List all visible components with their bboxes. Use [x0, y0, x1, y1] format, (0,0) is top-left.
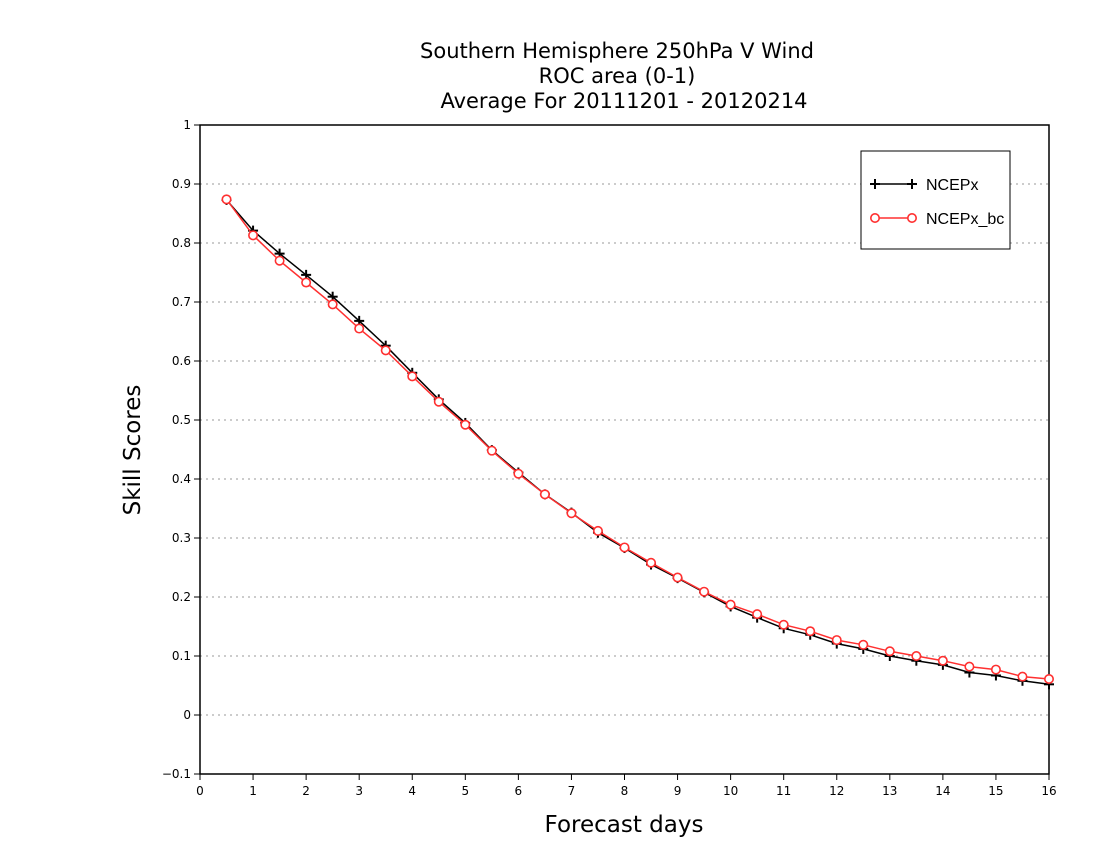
- legend-label: NCEPx: [926, 177, 978, 194]
- y-tick-label: 0.6: [172, 354, 191, 368]
- data-point-circle: [884, 646, 895, 657]
- data-point-plus: [907, 179, 917, 189]
- x-tick-label: 4: [408, 784, 416, 798]
- x-tick-label: 8: [621, 784, 629, 798]
- data-point-circle: [513, 468, 524, 479]
- data-point-circle: [460, 419, 471, 430]
- data-point-circle: [990, 664, 1001, 675]
- data-point-circle: [752, 609, 763, 620]
- y-axis-label: Skill Scores: [120, 385, 146, 516]
- legend: NCEPx NCEPx_bc: [860, 150, 1011, 250]
- y-tick-label: 1: [183, 118, 191, 132]
- data-point-circle: [1044, 674, 1055, 685]
- data-point-circle: [805, 626, 816, 637]
- y-tick-label: 0.8: [172, 236, 191, 250]
- plot-frame: [199, 124, 1050, 775]
- legend-box: [860, 150, 1011, 250]
- data-point-circle: [831, 635, 842, 646]
- data-point-circle: [301, 277, 312, 288]
- data-point-circle: [869, 213, 880, 224]
- data-point-circle: [486, 445, 497, 456]
- series-NCEPx: [221, 194, 1054, 690]
- data-point-circle: [1017, 671, 1028, 682]
- data-point-circle: [699, 586, 710, 597]
- legend-label: NCEPx_bc: [926, 211, 1004, 228]
- data-point-circle: [964, 661, 975, 672]
- y-tick-label: 0.2: [172, 590, 191, 604]
- data-point-circle: [592, 525, 603, 536]
- x-axis-label: Forecast days: [545, 812, 704, 838]
- data-point-circle: [327, 299, 338, 310]
- data-point-circle: [672, 572, 683, 583]
- data-point-plus: [870, 179, 880, 189]
- x-tick-label: 14: [935, 784, 950, 798]
- x-tick-label: 10: [723, 784, 738, 798]
- gridlines: [200, 183, 1049, 716]
- data-point-circle: [407, 371, 418, 382]
- data-point-circle: [566, 508, 577, 519]
- x-tick-label: 11: [776, 784, 791, 798]
- series-layer: [221, 194, 1055, 690]
- y-tick-label: 0.7: [172, 295, 191, 309]
- data-point-circle: [646, 557, 657, 568]
- legend-item: NCEPx: [870, 177, 978, 194]
- x-tick-label: 0: [196, 784, 204, 798]
- x-tick-label: 16: [1041, 784, 1056, 798]
- data-point-circle: [433, 396, 444, 407]
- data-point-circle: [248, 230, 259, 241]
- x-tick-label: 6: [515, 784, 523, 798]
- x-tick-label: 9: [674, 784, 682, 798]
- data-point-circle: [725, 599, 736, 610]
- data-point-circle: [619, 542, 630, 553]
- x-tick-label: 3: [355, 784, 363, 798]
- series-line: [225, 199, 1050, 686]
- y-tick-label: 0.5: [172, 413, 191, 427]
- x-tick-label: 13: [882, 784, 897, 798]
- data-point-circle: [221, 194, 232, 205]
- y-tick-label: 0.1: [172, 649, 191, 663]
- data-point-circle: [858, 639, 869, 650]
- x-tick-label: 12: [829, 784, 844, 798]
- x-tick-label: 2: [302, 784, 310, 798]
- y-tick-label: −0.1: [162, 767, 191, 781]
- title-line-2: ROC area (0-1): [539, 64, 696, 88]
- data-point-circle: [778, 619, 789, 630]
- series-NCEPx_bc: [221, 194, 1055, 685]
- x-tick-label: 1: [249, 784, 257, 798]
- data-point-circle: [937, 655, 948, 666]
- legend-item: NCEPx_bc: [869, 211, 1004, 228]
- data-point-circle: [380, 345, 391, 356]
- x-tick-label: 15: [988, 784, 1003, 798]
- data-point-circle: [274, 255, 285, 266]
- title-line-1: Southern Hemisphere 250hPa V Wind: [420, 39, 814, 63]
- x-tick-label: 7: [568, 784, 576, 798]
- x-tick-label: 5: [461, 784, 469, 798]
- data-point-circle: [911, 650, 922, 661]
- y-tick-label: 0.3: [172, 531, 191, 545]
- y-tick-label: 0.9: [172, 177, 191, 191]
- x-axis: 0 1 2 3 4 5 6 7 8 9 10 11 12 13 14 15 16: [196, 774, 1057, 798]
- y-tick-label: 0.4: [172, 472, 191, 486]
- series-line: [225, 198, 1050, 680]
- chart-title: Southern Hemisphere 250hPa V Wind ROC ar…: [420, 39, 814, 113]
- data-point-circle: [906, 213, 917, 224]
- data-point-circle: [539, 489, 550, 500]
- y-tick-label: 0: [183, 708, 191, 722]
- y-axis: −0.1 0 0.1 0.2 0.3 0.4 0.5 0.6 0.7 0.8 0.9 1: [162, 118, 200, 781]
- title-line-3: Average For 20111201 - 20120214: [440, 89, 807, 113]
- data-point-circle: [354, 323, 365, 334]
